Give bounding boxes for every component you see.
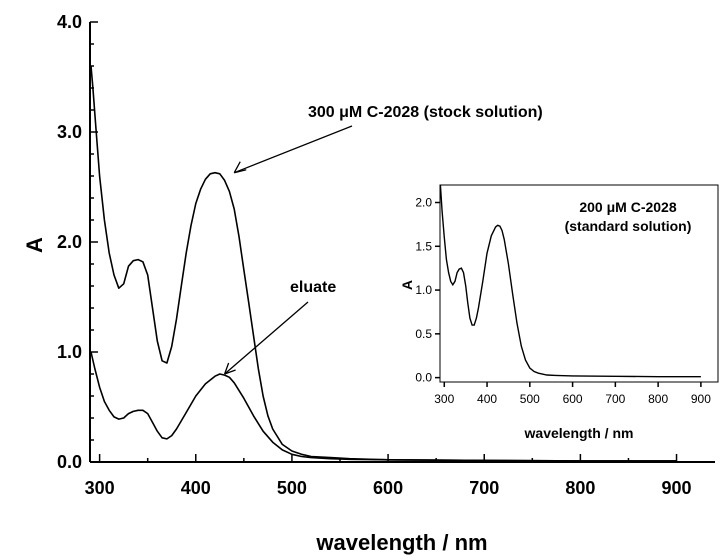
inset-y-tick-label: 1.5 (415, 239, 432, 253)
x-axis-title: wavelength / nm (315, 530, 487, 555)
x-tick-label: 300 (85, 478, 115, 498)
x-tick-label: 800 (565, 478, 595, 498)
x-tick-label: 900 (662, 478, 692, 498)
annotation-stock-arrow (233, 125, 353, 174)
y-tick-label: 2.0 (57, 232, 82, 252)
y-tick-label: 4.0 (57, 12, 82, 32)
inset-annotation-line1: 200 μM C-2028 (579, 199, 676, 215)
inset-y-tick-label: 0.5 (415, 327, 432, 341)
inset-x-tick-label: 700 (605, 392, 625, 406)
y-tick-label: 0.0 (57, 452, 82, 472)
y-tick-label: 1.0 (57, 342, 82, 362)
y-tick-label: 3.0 (57, 122, 82, 142)
inset-series-line-standard (439, 184, 701, 378)
inset-x-tick-label: 500 (520, 392, 540, 406)
x-tick-label: 400 (181, 478, 211, 498)
y-axis-title: A (22, 237, 47, 253)
inset-y-axis-title: A (399, 280, 415, 290)
inset-plot: 0.0 0.5 1.0 1.5 2.0 300 400 500 600 700 800 900 wave… (399, 184, 719, 441)
x-tick-label: 600 (373, 478, 403, 498)
annotation-stock-arrowhead (233, 161, 247, 174)
annotation-stock-label: 300 μM C-2028 (stock solution) (308, 104, 543, 121)
x-tick-label: 700 (469, 478, 499, 498)
annotation-eluate-arrow (224, 301, 309, 375)
inset-x-tick-label: 900 (691, 392, 711, 406)
inset-x-axis-title: wavelength / nm (524, 425, 634, 441)
inset-x-tick-label: 800 (648, 392, 668, 406)
inset-x-tick-label: 300 (434, 392, 454, 406)
annotation-eluate-arrowhead (224, 362, 236, 375)
inset-frame (439, 184, 719, 383)
inset-y-tick-label: 2.0 (415, 196, 432, 210)
series-line-eluate (90, 351, 677, 462)
x-tick-label: 500 (277, 478, 307, 498)
inset-y-tick-label: 0.0 (415, 371, 432, 385)
inset-x-tick-label: 600 (563, 392, 583, 406)
main-plot: 0.0 1.0 2.0 3.0 4.0 300 400 500 600 700 800 900 wave… (22, 12, 715, 555)
annotation-eluate-label: eluate (290, 279, 336, 296)
series-line-stock (90, 65, 677, 462)
inset-annotation-line2: (standard solution) (565, 218, 692, 234)
inset-y-tick-label: 1.0 (415, 283, 432, 297)
inset-x-tick-label: 400 (477, 392, 497, 406)
